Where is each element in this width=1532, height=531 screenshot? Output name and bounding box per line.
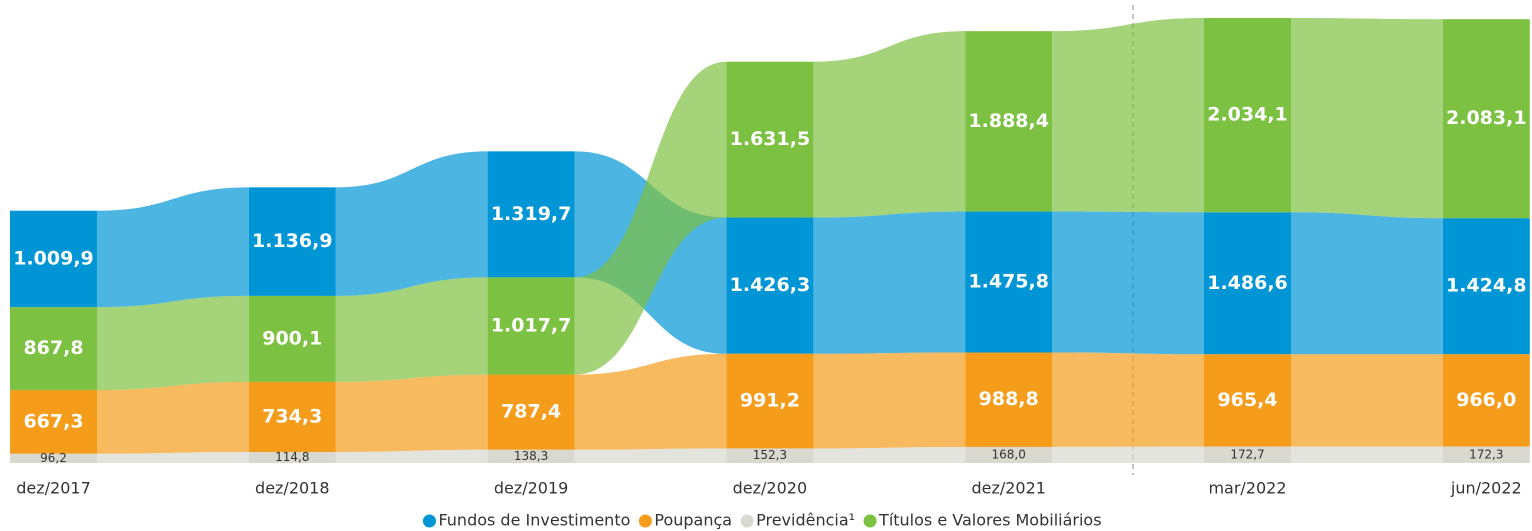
- bar: [487, 277, 575, 375]
- bar: [1204, 18, 1291, 213]
- x-tick-label: dez/2021: [971, 479, 1046, 498]
- value-label: 787,4: [501, 401, 561, 423]
- labels: 1.009,9 1.136,9 1.319,7 1.426,3 1.475,8 1.486…: [13, 104, 1526, 465]
- bar: [1442, 19, 1530, 219]
- value-label: 2.083,1: [1446, 107, 1527, 129]
- flow: [813, 446, 966, 463]
- flow: [97, 381, 249, 454]
- value-label: 1.631,5: [730, 128, 811, 150]
- bar: [248, 381, 336, 453]
- flow: [1291, 446, 1443, 463]
- bar: [248, 295, 336, 382]
- value-label: 152,3: [753, 448, 787, 462]
- flows: [97, 18, 1443, 463]
- bar: [248, 187, 336, 296]
- value-label: 1.888,4: [968, 110, 1049, 132]
- bar: [1442, 446, 1530, 463]
- flow: [1052, 352, 1204, 447]
- bar: [1204, 446, 1291, 463]
- bar: [1442, 354, 1530, 447]
- legend-label: Títulos e Valores Mobiliários: [878, 511, 1102, 530]
- bar: [487, 374, 575, 450]
- value-label: 114,8: [275, 450, 309, 464]
- flow: [1291, 212, 1443, 355]
- flow: [1052, 446, 1204, 463]
- value-label: 172,7: [1230, 447, 1264, 461]
- flow: [574, 61, 727, 375]
- value-label: 1.486,6: [1207, 272, 1288, 294]
- bar: [726, 353, 814, 449]
- flow: [1291, 354, 1443, 447]
- value-label: 1.009,9: [13, 247, 94, 269]
- x-tick-label: dez/2017: [16, 479, 91, 498]
- bar: [10, 307, 97, 391]
- value-label: 96,2: [40, 451, 67, 465]
- value-label: 1.475,8: [968, 271, 1049, 293]
- bar: [726, 448, 814, 463]
- flow: [335, 374, 488, 453]
- bars: [10, 18, 1530, 463]
- legend-label: Poupança: [654, 511, 732, 530]
- legend-label: Previdência¹: [756, 511, 855, 530]
- legend-swatch: [638, 514, 652, 528]
- x-tick-label: dez/2019: [494, 479, 569, 498]
- flow: [97, 295, 249, 391]
- flow: [813, 211, 966, 354]
- legend: Fundos de Investimento Poupança Previdênci…: [422, 511, 1102, 530]
- value-label: 991,2: [740, 390, 800, 412]
- bar: [726, 217, 814, 354]
- bar: [965, 352, 1053, 447]
- value-label: 1.319,7: [491, 203, 572, 225]
- x-tick-label: jun/2022: [1450, 479, 1522, 498]
- flow: [335, 449, 488, 463]
- value-label: 138,3: [514, 449, 548, 463]
- flow: [574, 353, 727, 450]
- flow: [335, 151, 488, 296]
- flow: [813, 352, 966, 449]
- value-label: 168,0: [992, 447, 1026, 461]
- value-label: 1.017,7: [491, 314, 572, 336]
- bar: [10, 390, 97, 454]
- value-label: 900,1: [262, 327, 322, 349]
- value-label: 1.426,3: [730, 274, 811, 296]
- flow: [574, 448, 727, 463]
- bar: [965, 446, 1053, 463]
- flow: [1052, 211, 1204, 355]
- legend-swatch: [863, 514, 877, 528]
- bar: [1442, 218, 1530, 355]
- bar: [487, 151, 575, 278]
- legend-label: Fundos de Investimento: [438, 511, 630, 530]
- x-tick-label: dez/2018: [255, 479, 330, 498]
- bar: [248, 452, 336, 463]
- bar: [487, 449, 575, 463]
- flow: [97, 452, 249, 463]
- value-label: 734,3: [262, 405, 322, 427]
- bar: [10, 210, 97, 308]
- legend-swatch: [740, 514, 754, 528]
- bar: [965, 211, 1053, 353]
- value-label: 2.034,1: [1207, 104, 1288, 126]
- value-label: 172,3: [1469, 447, 1503, 461]
- bar: [726, 61, 814, 218]
- value-label: 988,8: [979, 388, 1039, 410]
- flow: [335, 277, 488, 382]
- value-label: 966,0: [1456, 389, 1516, 411]
- flow: [813, 31, 966, 218]
- flow: [1291, 18, 1443, 219]
- bar: [10, 453, 97, 463]
- bar: [965, 31, 1053, 212]
- legend-swatch: [422, 514, 436, 528]
- flow: [97, 187, 249, 308]
- value-label: 1.136,9: [252, 230, 333, 252]
- value-label: 867,8: [23, 337, 83, 359]
- value-label: 965,4: [1217, 389, 1277, 411]
- value-label: 667,3: [23, 410, 83, 432]
- value-label: 1.424,8: [1446, 275, 1527, 297]
- flow: [1052, 18, 1204, 213]
- x-tick-label: dez/2020: [733, 479, 808, 498]
- bar: [1204, 212, 1291, 355]
- bar: [1204, 354, 1291, 447]
- x-tick-label: mar/2022: [1208, 479, 1286, 498]
